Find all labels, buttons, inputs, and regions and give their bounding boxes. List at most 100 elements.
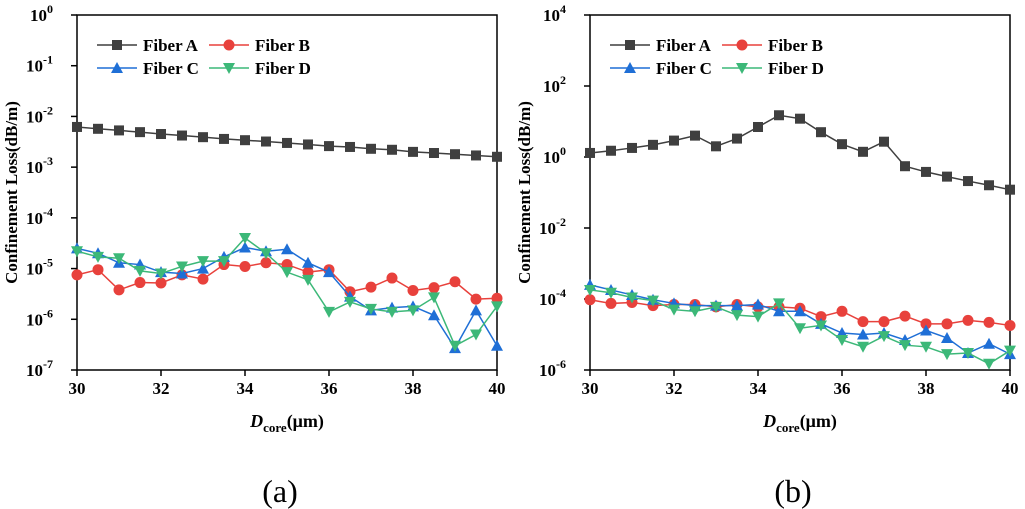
marker <box>963 176 973 187</box>
marker <box>752 311 764 323</box>
marker <box>92 251 104 263</box>
marker <box>260 248 272 260</box>
marker <box>428 282 440 294</box>
marker <box>668 304 680 316</box>
y-tick-base: 10 <box>26 209 43 228</box>
y-tick-exponent: -3 <box>43 154 53 168</box>
x-tick-label: 38 <box>918 379 935 398</box>
y-tick-exponent: -2 <box>43 103 53 117</box>
y-tick-base: 10 <box>543 148 560 167</box>
y-tick-base: 10 <box>543 77 560 96</box>
marker <box>605 287 617 299</box>
marker <box>197 273 209 285</box>
marker <box>323 306 335 318</box>
marker <box>857 341 869 353</box>
legend-label: Fiber B <box>255 36 310 55</box>
marker <box>344 296 356 308</box>
marker <box>470 304 482 316</box>
marker <box>711 141 721 152</box>
legend-label: Fiber C <box>143 59 199 78</box>
marker <box>900 161 910 172</box>
marker <box>857 316 869 328</box>
y-tick-base: 10 <box>26 310 43 329</box>
marker <box>198 132 208 143</box>
marker <box>878 316 890 328</box>
marker <box>218 256 230 268</box>
marker <box>794 323 806 335</box>
marker <box>689 306 701 318</box>
marker <box>450 149 460 160</box>
y-tick-base: 10 <box>539 219 556 238</box>
marker <box>627 142 637 153</box>
marker <box>197 262 209 274</box>
x-axis-label: Dcore(μm) <box>762 411 837 435</box>
y-tick-exponent: -4 <box>556 286 566 300</box>
x-tick-label: 30 <box>69 379 86 398</box>
legend-marker <box>736 39 748 51</box>
x-axis-label: Dcore(μm) <box>249 411 324 435</box>
marker <box>387 144 397 155</box>
marker <box>647 295 659 307</box>
marker <box>941 318 953 330</box>
marker <box>584 294 596 306</box>
x-label-unit: (μm) <box>287 411 324 432</box>
legend-label: Fiber A <box>656 36 712 55</box>
y-tick-exponent: 0 <box>560 144 566 158</box>
marker <box>492 151 502 162</box>
y-tick-base: 10 <box>26 57 43 76</box>
marker <box>92 264 104 276</box>
marker <box>449 340 461 352</box>
y-tick-exponent: -1 <box>43 53 53 67</box>
x-tick-label: 36 <box>834 379 851 398</box>
marker <box>836 334 848 346</box>
marker <box>366 143 376 154</box>
x-tick-label: 40 <box>1002 379 1019 398</box>
legend-marker <box>736 63 748 74</box>
marker <box>155 268 167 280</box>
marker <box>113 253 125 265</box>
marker <box>428 309 440 321</box>
marker <box>942 171 952 182</box>
marker <box>815 320 827 332</box>
marker <box>93 123 103 134</box>
marker <box>407 284 419 296</box>
marker <box>470 329 482 341</box>
y-tick-exponent: -6 <box>556 357 566 371</box>
marker <box>491 339 503 351</box>
marker <box>491 301 503 313</box>
marker <box>899 310 911 322</box>
y-tick-label: 10-2 <box>26 103 53 126</box>
marker <box>983 337 995 349</box>
marker <box>302 256 314 268</box>
legend-marker <box>112 40 122 50</box>
x-tick-label: 30 <box>582 379 599 398</box>
marker <box>773 298 785 310</box>
y-axis-label: Confinement Loss(dB/m) <box>515 101 534 284</box>
marker <box>134 265 146 277</box>
x-tick-label: 36 <box>321 379 338 398</box>
marker <box>260 257 272 269</box>
legend-marker <box>223 63 235 74</box>
x-label-symbol: D <box>249 411 263 431</box>
marker <box>732 133 742 144</box>
marker <box>261 136 271 147</box>
marker <box>240 135 250 146</box>
y-tick-base: 10 <box>30 6 47 25</box>
marker <box>239 233 251 245</box>
marker <box>983 316 995 328</box>
marker <box>471 150 481 161</box>
y-tick-exponent: 4 <box>560 2 566 16</box>
y-tick-label: 100 <box>543 144 566 167</box>
marker <box>176 261 188 273</box>
y-tick-exponent: -7 <box>43 357 53 371</box>
y-tick-exponent: -6 <box>43 306 53 320</box>
marker <box>407 305 419 317</box>
marker <box>302 274 314 286</box>
marker <box>470 293 482 305</box>
panel-caption: (b) <box>774 473 811 509</box>
marker <box>879 136 889 147</box>
y-tick-label: 10-2 <box>539 215 566 238</box>
marker <box>428 292 440 304</box>
panel-caption: (a) <box>262 473 298 509</box>
marker <box>71 269 83 281</box>
